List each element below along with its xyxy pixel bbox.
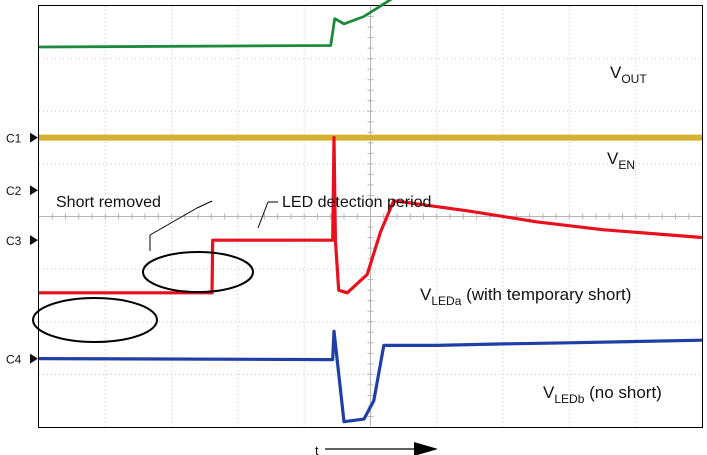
grid (39, 6, 702, 427)
channel-marker-arrow (30, 353, 38, 364)
series-label-vleda: VLEDa (with temporary short) (420, 285, 631, 308)
channel-marker-arrow (30, 235, 38, 246)
trace-vleda (39, 136, 703, 295)
series-label-vledb: VLEDb (no short) (543, 383, 662, 406)
annotation-led-detection-text: LED detection period (282, 194, 431, 211)
time-arrow-head (414, 442, 438, 455)
series-label-vout: VOUT (610, 63, 647, 86)
channel-marker-label: C3 (6, 234, 22, 248)
channel-marker-label: C4 (6, 353, 22, 367)
channel-marker-label: C2 (6, 184, 22, 198)
annotation-short-removed: Short removed (32, 194, 254, 343)
plot-area (38, 0, 703, 428)
annotation-short-removed-text: Short removed (56, 194, 161, 211)
annotation-led-detection: LED detection period (257, 194, 431, 229)
annotation-leader (149, 207, 198, 236)
highlight-ellipse-after (142, 251, 254, 293)
channel-markers: C1 C2 C3 C4 (6, 132, 38, 367)
trace-vledb (38, 329, 703, 424)
channel-marker-label: C1 (6, 132, 22, 146)
channel-marker-arrow (30, 185, 38, 196)
annotation-leader (257, 201, 269, 229)
traces (38, 0, 703, 424)
time-axis-label: t (315, 443, 319, 455)
trace-vout (38, 0, 393, 49)
series-label-ven: VEN (607, 149, 635, 172)
annotation-leader (196, 200, 213, 209)
highlight-ellipse-before (32, 297, 158, 343)
channel-marker-arrow (30, 132, 38, 143)
time-axis-arrow: t (315, 442, 438, 455)
